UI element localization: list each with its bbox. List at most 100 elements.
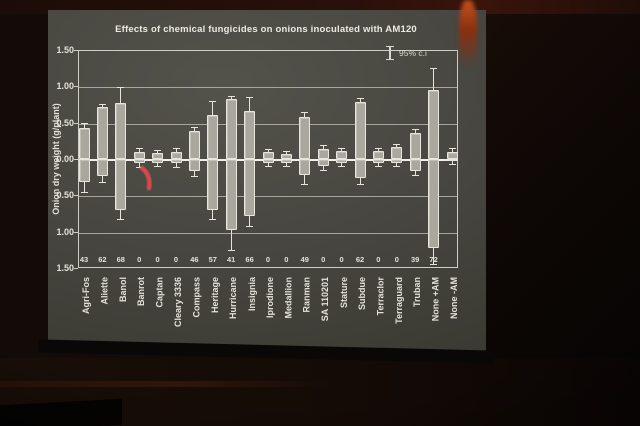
error-whisker-upper: [154, 150, 162, 155]
bar-upper: [428, 89, 440, 159]
x-category-label: Agri-Fos: [81, 277, 91, 314]
error-whisker-upper: [172, 148, 180, 153]
bar-lower: [225, 159, 237, 231]
error-whisker-lower: [264, 162, 272, 167]
error-whisker-upper: [356, 97, 364, 104]
chart-title: Effects of chemical fungicides on onions…: [115, 24, 417, 35]
bar-lower: [96, 159, 108, 177]
bar-upper: [133, 151, 145, 159]
x-category-label: Cleary 3336: [173, 277, 183, 328]
bar-upper: [244, 111, 256, 159]
x-category-label: Banol: [117, 277, 128, 303]
x-category-label: None -AM: [449, 277, 459, 319]
bar-upper: [207, 115, 219, 159]
bar-lower: [188, 159, 200, 172]
colonization-count: 41: [227, 255, 236, 264]
legend: 95% c.i: [386, 46, 427, 60]
bar-lower: [317, 159, 329, 167]
gridline: [79, 87, 457, 89]
x-category-label: Heritage: [209, 277, 220, 314]
bar-lower: [244, 159, 256, 216]
y-tick-mark: [74, 231, 78, 233]
error-whisker-lower: [227, 230, 235, 251]
bar-upper: [170, 151, 182, 159]
colonization-count: 57: [208, 255, 217, 264]
y-tick-label: 1.00: [56, 226, 74, 237]
bar-upper: [446, 151, 458, 159]
bar-upper: [188, 130, 200, 159]
projection-screen: Effects of chemical fungicides on onions…: [48, 10, 486, 352]
bar-upper: [96, 106, 108, 159]
error-whisker-lower: [80, 182, 88, 193]
error-whisker-lower: [117, 209, 125, 220]
colonization-count: 62: [355, 255, 365, 264]
y-tick-mark: [74, 86, 78, 88]
error-whisker-upper: [301, 112, 309, 118]
bar-lower: [354, 159, 366, 178]
colonization-count: 0: [265, 255, 271, 264]
error-whisker-lower: [448, 161, 456, 166]
error-bar-icon: [386, 46, 394, 60]
colonization-count: 66: [245, 255, 254, 264]
slide: Effects of chemical fungicides on onions…: [48, 10, 486, 352]
colonization-count: 49: [300, 255, 309, 264]
x-category-label: Medallion: [283, 277, 294, 319]
orange-light-glow: [459, 0, 477, 68]
gridline: [79, 123, 457, 125]
error-whisker-lower: [374, 162, 382, 167]
colonization-count: 0: [376, 255, 381, 264]
colonization-count: 46: [190, 255, 199, 264]
error-whisker-upper: [246, 96, 254, 113]
bar-upper: [262, 151, 274, 159]
y-tick-mark: [74, 159, 78, 160]
colonization-count: 39: [411, 255, 420, 264]
error-whisker-lower: [282, 162, 290, 167]
x-category-label: Compass: [191, 277, 202, 318]
error-whisker-upper: [209, 100, 217, 117]
x-category-label: Insignia: [246, 277, 257, 312]
error-whisker-upper: [117, 87, 125, 105]
error-whisker-lower: [172, 163, 180, 168]
colonization-count: 0: [284, 255, 289, 264]
x-category-label: SA 110201: [320, 277, 331, 322]
bar-lower: [299, 159, 311, 175]
x-category-label: Banrot: [136, 277, 147, 306]
bar-upper: [115, 103, 127, 159]
bar-upper: [225, 98, 237, 159]
error-whisker-upper: [98, 103, 106, 108]
error-whisker-lower: [98, 176, 106, 183]
colonization-count: 0: [173, 255, 179, 264]
y-tick-mark: [74, 195, 78, 197]
x-category-label: Terraguard: [393, 277, 404, 324]
y-tick-label: 0.50: [56, 190, 74, 201]
x-category-label: Aliette: [99, 277, 110, 305]
error-whisker-upper: [430, 68, 438, 91]
legend-label: 95% c.i: [399, 48, 427, 58]
colonization-count: 0: [339, 255, 344, 264]
bar-lower: [78, 159, 90, 183]
colonization-count: 62: [98, 255, 107, 264]
y-tick-mark: [74, 50, 78, 51]
error-whisker-lower: [154, 163, 162, 168]
error-whisker-upper: [190, 127, 198, 132]
error-whisker-upper: [319, 145, 327, 150]
wall-light-streak: [0, 381, 330, 387]
x-category-label: Iprodione: [265, 277, 275, 318]
error-whisker-lower: [338, 162, 346, 167]
error-whisker-lower: [190, 171, 198, 177]
y-tick-label: 0.50: [56, 117, 74, 128]
error-whisker-lower: [209, 209, 217, 221]
y-tick-label: 1.50: [56, 263, 74, 273]
error-whisker-upper: [393, 143, 401, 149]
y-tick-label: 1.50: [56, 45, 74, 55]
gridline: [79, 232, 457, 234]
bar-lower: [428, 159, 440, 248]
y-tick-label: 0.00: [56, 154, 74, 164]
bar-upper: [409, 132, 421, 159]
x-category-label: Hurricane: [228, 277, 239, 320]
bar-upper: [372, 151, 384, 159]
error-whisker-lower: [319, 166, 327, 171]
colonization-count: 72: [429, 255, 438, 264]
error-whisker-upper: [411, 129, 419, 134]
